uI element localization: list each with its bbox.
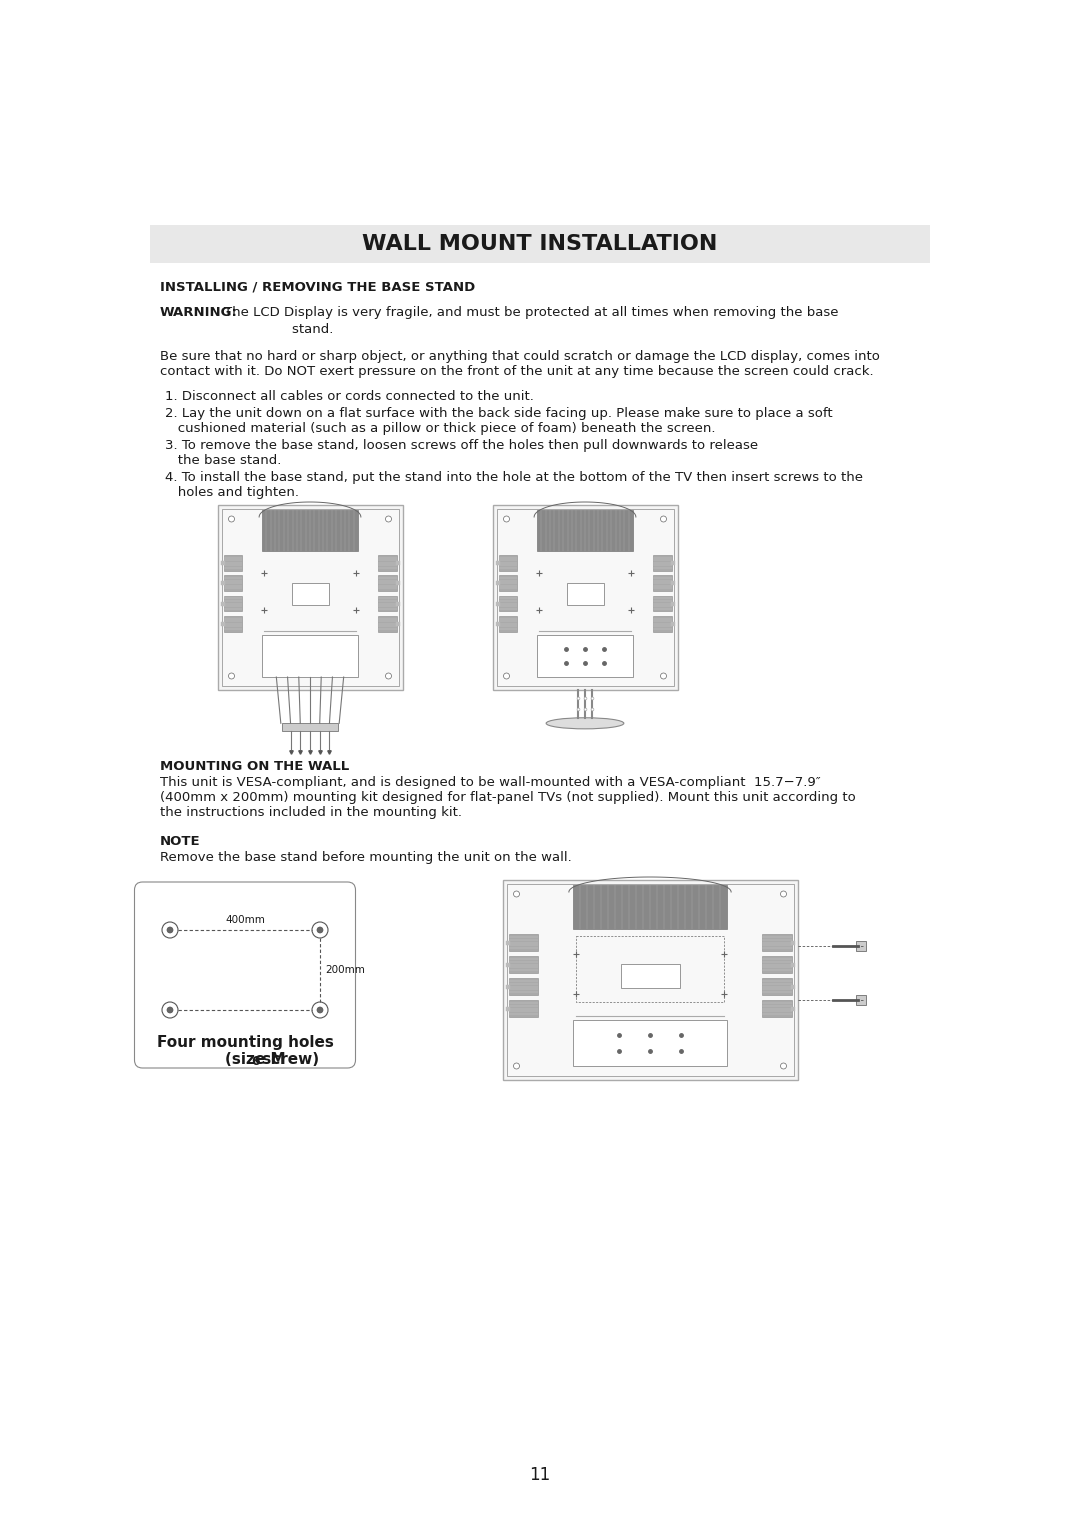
Bar	[653, 576, 672, 591]
Bar	[537, 635, 633, 676]
Bar	[492, 505, 677, 690]
Bar	[224, 615, 242, 632]
Circle shape	[513, 890, 519, 896]
Text: 6: 6	[251, 1055, 259, 1067]
Ellipse shape	[546, 718, 624, 728]
Circle shape	[513, 1063, 519, 1069]
Text: NOTE: NOTE	[160, 835, 201, 847]
Text: 400mm: 400mm	[225, 915, 265, 925]
Circle shape	[503, 516, 510, 522]
Bar	[855, 996, 865, 1005]
Bar	[378, 554, 396, 571]
Text: 200mm: 200mm	[325, 965, 365, 976]
Bar	[499, 615, 517, 632]
Text: (400mm x 200mm) mounting kit designed for flat-panel TVs (not supplied). Mount t: (400mm x 200mm) mounting kit designed fo…	[160, 791, 855, 805]
Text: contact with it. Do NOT exert pressure on the front of the unit at any time beca: contact with it. Do NOT exert pressure o…	[160, 365, 874, 379]
Bar	[224, 596, 242, 611]
Bar	[224, 554, 242, 571]
Bar	[509, 935, 538, 951]
Bar	[762, 956, 792, 973]
Text: 3. To remove the base stand, loosen screws off the holes then pull downwards to : 3. To remove the base stand, loosen scre…	[165, 438, 758, 452]
Bar	[537, 510, 633, 551]
Text: the base stand.: the base stand.	[165, 454, 282, 467]
Text: holes and tighten.: holes and tighten.	[165, 486, 299, 499]
Circle shape	[318, 1006, 323, 1012]
Text: The LCD Display is very fragile, and must be protected at all times when removin: The LCD Display is very fragile, and mus…	[224, 305, 838, 336]
Text: Four mounting holes: Four mounting holes	[157, 1035, 334, 1051]
Bar	[261, 510, 359, 551]
Text: 2. Lay the unit down on a flat surface with the back side facing up. Please make: 2. Lay the unit down on a flat surface w…	[165, 408, 833, 420]
Bar	[224, 576, 242, 591]
Circle shape	[167, 1006, 173, 1012]
Text: Be sure that no hard or sharp object, or anything that could scratch or damage t: Be sure that no hard or sharp object, or…	[160, 350, 880, 363]
Bar	[217, 505, 403, 690]
Bar	[261, 635, 359, 676]
Bar	[567, 583, 604, 605]
Text: cushioned material (such as a pillow or thick piece of foam) beneath the screen.: cushioned material (such as a pillow or …	[165, 421, 715, 435]
Circle shape	[661, 516, 666, 522]
Bar	[150, 224, 930, 263]
Text: the instructions included in the mounting kit.: the instructions included in the mountin…	[160, 806, 462, 818]
Circle shape	[312, 922, 328, 938]
Bar	[762, 977, 792, 996]
Bar	[762, 935, 792, 951]
Circle shape	[318, 927, 323, 933]
Circle shape	[167, 927, 173, 933]
Bar	[378, 615, 396, 632]
Text: (size M: (size M	[225, 1052, 285, 1067]
Circle shape	[386, 516, 391, 522]
Bar	[378, 576, 396, 591]
Text: 11: 11	[529, 1466, 551, 1484]
Circle shape	[162, 1002, 178, 1019]
Circle shape	[162, 922, 178, 938]
Bar	[621, 964, 679, 988]
Circle shape	[312, 1002, 328, 1019]
Text: 4. To install the base stand, put the stand into the hole at the bottom of the T: 4. To install the base stand, put the st…	[165, 470, 863, 484]
Bar	[502, 880, 797, 1080]
Circle shape	[386, 673, 391, 680]
Text: INSTALLING / REMOVING THE BASE STAND: INSTALLING / REMOVING THE BASE STAND	[160, 279, 475, 293]
Bar	[509, 977, 538, 996]
Bar	[292, 583, 328, 605]
Text: This unit is VESA-compliant, and is designed to be wall-mounted with a VESA-comp: This unit is VESA-compliant, and is desi…	[160, 776, 821, 789]
Bar	[507, 884, 794, 1077]
Bar	[282, 724, 338, 731]
Text: Remove the base stand before mounting the unit on the wall.: Remove the base stand before mounting th…	[160, 851, 571, 864]
Circle shape	[781, 1063, 786, 1069]
Bar	[221, 508, 399, 686]
Bar	[653, 615, 672, 632]
Bar	[509, 956, 538, 973]
Bar	[509, 1000, 538, 1017]
Circle shape	[229, 673, 234, 680]
Bar	[762, 1000, 792, 1017]
Bar	[573, 1020, 727, 1066]
Circle shape	[229, 516, 234, 522]
Text: screw): screw)	[257, 1052, 319, 1067]
Text: MOUNTING ON THE WALL: MOUNTING ON THE WALL	[160, 760, 349, 773]
Text: WALL MOUNT INSTALLATION: WALL MOUNT INSTALLATION	[362, 234, 718, 253]
Bar	[855, 941, 865, 951]
Circle shape	[781, 890, 786, 896]
Bar	[653, 596, 672, 611]
Bar	[499, 554, 517, 571]
Text: WARNING:: WARNING:	[160, 305, 238, 319]
Bar	[497, 508, 674, 686]
FancyBboxPatch shape	[135, 883, 355, 1067]
Bar	[573, 886, 727, 928]
Bar	[499, 596, 517, 611]
Bar	[653, 554, 672, 571]
Circle shape	[503, 673, 510, 680]
Bar	[378, 596, 396, 611]
Text: 1. Disconnect all cables or cords connected to the unit.: 1. Disconnect all cables or cords connec…	[165, 389, 534, 403]
Circle shape	[661, 673, 666, 680]
Bar	[499, 576, 517, 591]
